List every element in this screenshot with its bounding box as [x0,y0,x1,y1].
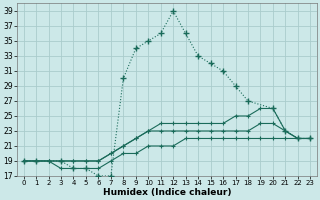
X-axis label: Humidex (Indice chaleur): Humidex (Indice chaleur) [103,188,231,197]
